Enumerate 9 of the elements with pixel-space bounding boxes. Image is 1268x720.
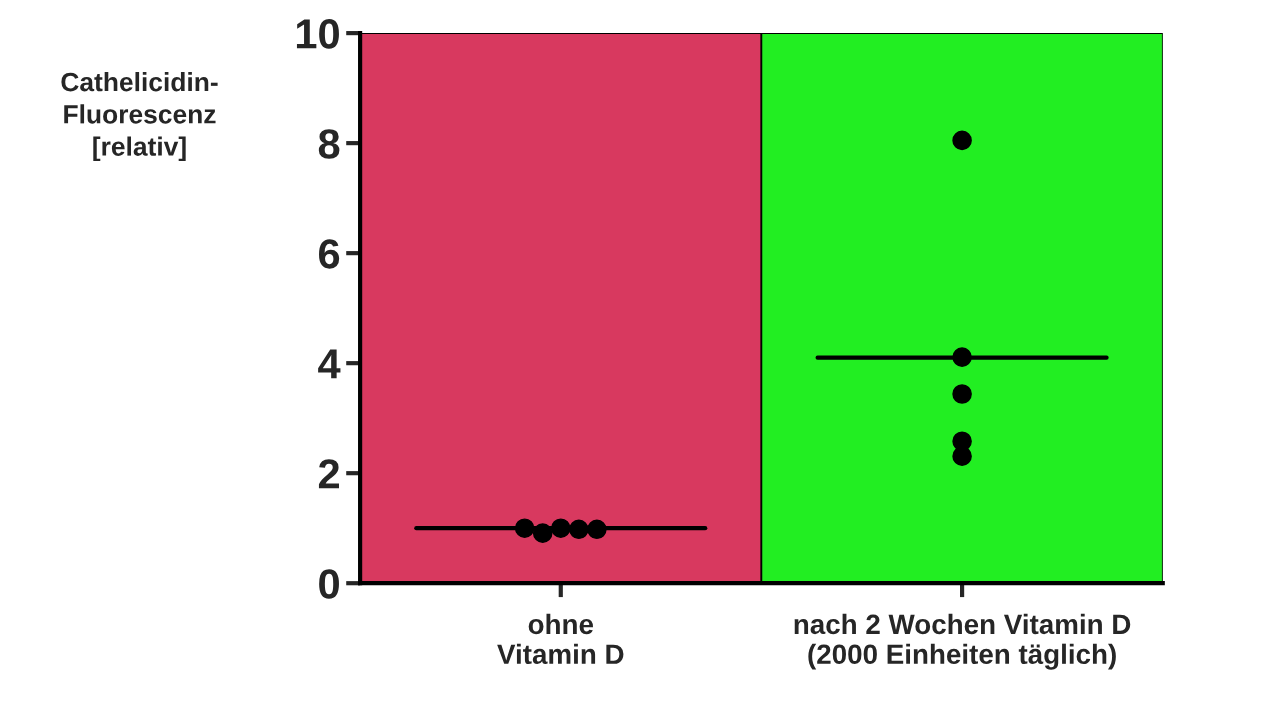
y-tick-label: 10	[296, 19, 339, 49]
y-tick-label: 6	[319, 239, 340, 269]
x-tick-label: nach 2 Wochen Vitamin D (2000 Einheiten täglich)	[794, 613, 1131, 670]
y-axis-title: Cathelicidin- Fluorescenz [relativ]	[61, 72, 218, 162]
y-tick-label: 8	[318, 129, 340, 159]
y-tick-label: 4	[318, 349, 341, 379]
x-tick-label: ohne Vitamin D	[497, 613, 624, 665]
y-tick-label: 2	[318, 459, 339, 489]
y-tick-label: 0	[319, 569, 339, 599]
